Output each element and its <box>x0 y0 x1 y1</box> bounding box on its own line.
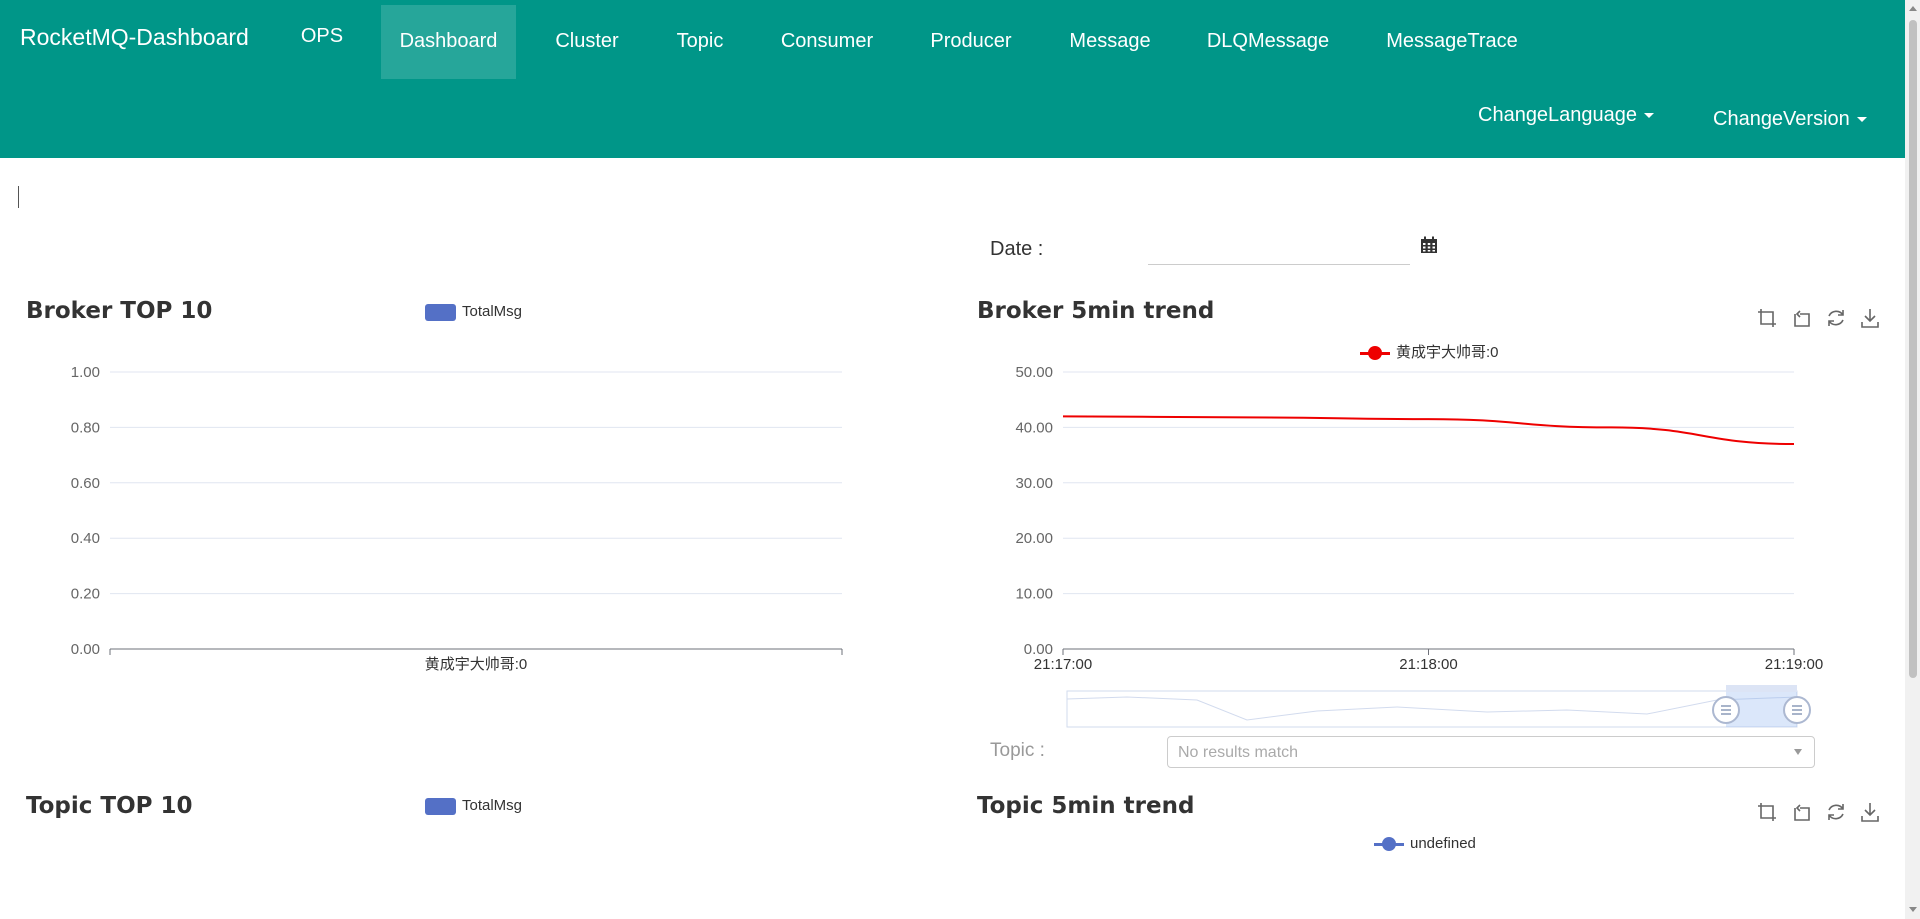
change-language-label: ChangeLanguage <box>1478 104 1638 126</box>
y-tick-label: 0.00 <box>71 641 100 658</box>
broker-trend-chart: 0.00 10.00 20.00 30.00 40.00 50.00 21:17:00 21:… <box>1015 364 1823 728</box>
nav-cluster[interactable]: Cluster <box>555 30 619 52</box>
y-tick-label: 0.60 <box>71 475 100 492</box>
topic-select[interactable]: No results match <box>1167 736 1815 768</box>
legend-swatch <box>425 303 456 321</box>
calendar-icon[interactable] <box>1420 236 1438 254</box>
y-tick-label: 0.00 <box>1024 641 1053 658</box>
x-tick-label: 21:17:00 <box>1034 656 1092 673</box>
nav-producer[interactable]: Producer <box>930 30 1012 52</box>
zoom-reset-icon[interactable] <box>1791 307 1813 329</box>
zoom-icon[interactable] <box>1757 307 1779 329</box>
change-version-label: ChangeVersion <box>1713 108 1850 130</box>
y-tick-label: 50.00 <box>1015 364 1053 381</box>
date-label: Date : <box>990 238 1044 260</box>
x-tick-label: 21:18:00 <box>1399 656 1457 673</box>
y-tick-label: 0.40 <box>71 530 100 547</box>
legend-swatch <box>1360 346 1390 361</box>
y-tick-label: 1.00 <box>71 364 100 381</box>
legend-label: undefined <box>1410 835 1476 852</box>
broker-top10-title: Broker TOP 10 <box>26 298 213 324</box>
scrollbar-thumb[interactable] <box>1909 20 1917 678</box>
nav-messagetrace[interactable]: MessageTrace <box>1386 30 1518 52</box>
broker-top10-chart: 0.00 0.20 0.40 0.60 0.80 1.00 黄成宇大帅哥:0 <box>71 364 843 673</box>
legend-swatch <box>425 797 456 815</box>
data-zoom-shadow <box>1066 696 1798 721</box>
scroll-down-icon[interactable] <box>1909 907 1917 912</box>
topic-top10-title: Topic TOP 10 <box>26 793 193 819</box>
vertical-scrollbar[interactable] <box>1905 0 1920 919</box>
scroll-up-icon[interactable] <box>1909 6 1917 11</box>
topic-trend-title: Topic 5min trend <box>977 793 1195 819</box>
topic-trend-toolbox <box>1757 801 1881 823</box>
legend-swatch <box>1374 837 1404 852</box>
broker-top10-legend[interactable]: TotalMsg <box>425 303 522 321</box>
nav-topic[interactable]: Topic <box>676 30 724 52</box>
chevron-down-icon <box>1794 749 1802 755</box>
y-tick-label: 30.00 <box>1015 475 1053 492</box>
broker-trend-toolbox <box>1757 307 1881 329</box>
caret-down-icon <box>1644 113 1655 119</box>
brand-title[interactable]: RocketMQ-Dashboard <box>20 24 249 50</box>
restore-icon[interactable] <box>1825 307 1847 329</box>
nav-message[interactable]: Message <box>1069 30 1151 52</box>
data-zoom-window-bar <box>1726 685 1797 692</box>
x-tick-label: 黄成宇大帅哥:0 <box>425 656 528 673</box>
download-icon[interactable] <box>1859 801 1881 823</box>
legend-label: TotalMsg <box>462 303 523 320</box>
broker-trend-title: Broker 5min trend <box>977 298 1215 324</box>
topic-top10-legend[interactable]: TotalMsg <box>425 797 522 815</box>
change-version-dropdown[interactable]: ChangeVersion <box>1713 108 1867 131</box>
nav-dlqmessage[interactable]: DLQMessage <box>1206 30 1330 52</box>
legend-label: 黄成宇大帅哥:0 <box>1396 344 1499 361</box>
nav-ops[interactable]: OPS <box>300 25 344 47</box>
x-tick-label: 21:19:00 <box>1765 656 1823 673</box>
y-tick-label: 10.00 <box>1015 586 1053 603</box>
zoom-icon[interactable] <box>1757 801 1779 823</box>
caret-down-icon <box>1856 117 1867 123</box>
text-cursor <box>18 186 19 208</box>
legend-label: TotalMsg <box>462 797 523 814</box>
broker-trend-legend[interactable]: 黄成宇大帅哥:0 <box>1360 341 1499 362</box>
change-language-dropdown[interactable]: ChangeLanguage <box>1478 104 1655 127</box>
y-tick-label: 0.80 <box>71 419 100 436</box>
zoom-reset-icon[interactable] <box>1791 801 1813 823</box>
nav-dashboard[interactable]: Dashboard <box>381 5 516 79</box>
top-navbar: RocketMQ-Dashboard OPS Dashboard Cluster… <box>0 0 1905 158</box>
y-tick-label: 0.20 <box>71 586 100 603</box>
download-icon[interactable] <box>1859 307 1881 329</box>
nav-consumer[interactable]: Consumer <box>780 30 874 52</box>
series-line <box>1062 415 1795 446</box>
topic-select-placeholder: No results match <box>1178 744 1299 761</box>
topic-filter-label: Topic : <box>990 740 1045 761</box>
y-tick-label: 40.00 <box>1015 419 1053 436</box>
topic-trend-legend[interactable]: undefined <box>1374 835 1476 852</box>
restore-icon[interactable] <box>1825 801 1847 823</box>
y-tick-label: 20.00 <box>1015 530 1053 547</box>
date-input[interactable] <box>1148 232 1410 265</box>
